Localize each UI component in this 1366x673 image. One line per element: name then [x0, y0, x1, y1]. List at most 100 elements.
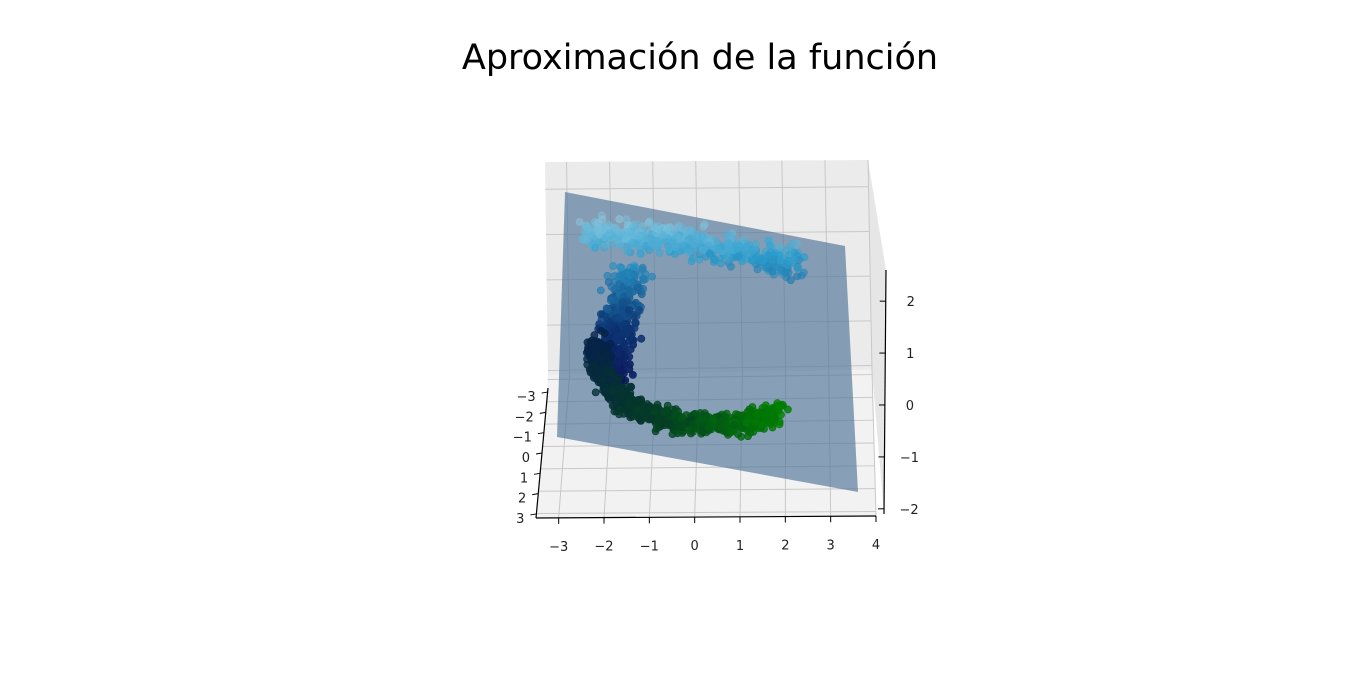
upper-arc-point [615, 215, 624, 223]
upper-arc-point [641, 275, 649, 284]
lower-arc-point [698, 428, 707, 437]
lower-arc-point [634, 395, 643, 404]
lower-arc-point [606, 369, 614, 378]
upper-arc-point [735, 242, 743, 251]
upper-arc-point [630, 271, 639, 280]
upper-arc-point [776, 242, 784, 251]
upper-arc-point [581, 229, 590, 238]
axis-lines [530, 269, 887, 524]
upper-arc-point [616, 314, 625, 322]
lower-arc-point [600, 329, 609, 338]
upper-arc-point [591, 243, 600, 252]
y-tick-mark [530, 513, 537, 516]
upper-arc-point [793, 264, 802, 273]
lower-arc-point [658, 416, 667, 424]
upper-arc-point [575, 218, 584, 226]
y-tick-label: 0 [522, 451, 530, 466]
lower-arc-point [664, 421, 673, 429]
upper-arc-point [740, 255, 749, 264]
upper-arc-point [599, 222, 608, 231]
upper-arc-point [631, 263, 639, 272]
x-tick-label: 1 [736, 539, 744, 554]
upper-arc-point [648, 272, 656, 281]
x-tick-label: −3 [549, 540, 568, 555]
upper-arc-point [622, 215, 631, 224]
upper-arc-point [635, 306, 644, 315]
lower-arc-point [684, 426, 693, 435]
z-axis-line [883, 269, 887, 515]
upper-arc-point [753, 265, 762, 274]
lower-arc-point [697, 415, 706, 424]
upper-arc-point [654, 222, 663, 231]
upper-arc-point [706, 249, 714, 258]
upper-arc-point [690, 240, 698, 249]
upper-arc-point [755, 256, 764, 264]
lower-arc-point [591, 388, 600, 397]
lower-arc-point [593, 343, 602, 352]
upper-arc-point [616, 263, 625, 271]
lower-arc-point [599, 386, 608, 395]
upper-arc-point [684, 248, 692, 256]
upper-arc-point [634, 232, 643, 241]
upper-arc-point [625, 352, 634, 361]
upper-arc-point [651, 241, 660, 250]
upper-arc-point [772, 263, 781, 271]
upper-arc-point [687, 257, 696, 266]
upper-arc-point [618, 298, 627, 306]
upper-arc-point [587, 231, 596, 240]
z-tick-label: 1 [906, 347, 914, 362]
lower-arc-point [709, 415, 718, 424]
upper-arc-point [597, 310, 605, 319]
upper-arc-point [603, 271, 612, 280]
upper-arc-point [596, 286, 605, 295]
upper-arc-point [594, 224, 603, 233]
y-tick-mark [537, 432, 544, 435]
z-tick-label: −1 [900, 451, 919, 466]
lower-arc-point [752, 417, 761, 426]
upper-arc-point [735, 252, 744, 260]
lower-arc-point [598, 354, 606, 363]
lower-arc-point [763, 405, 772, 414]
upper-arc-point [724, 253, 732, 261]
lower-arc-point [584, 347, 592, 356]
upper-arc-point [603, 305, 612, 314]
lower-arc-point [730, 420, 739, 429]
upper-arc-point [627, 226, 635, 235]
upper-arc-point [638, 263, 647, 272]
lower-arc-point [606, 339, 615, 348]
upper-arc-point [699, 222, 708, 231]
y-tick-label: −3 [516, 390, 535, 405]
lower-arc-point [754, 410, 762, 419]
upper-arc-point [671, 243, 680, 252]
upper-arc-point [622, 235, 631, 244]
lower-arc-point [625, 399, 634, 408]
upper-arc-point [781, 268, 790, 277]
y-tick-label: 2 [518, 492, 526, 507]
upper-arc-point [655, 248, 664, 257]
upper-arc-point [786, 276, 795, 285]
lower-arc-point [674, 407, 682, 416]
upper-arc-point [607, 296, 615, 305]
lower-arc-point [742, 418, 751, 427]
upper-arc-point [618, 271, 627, 280]
lower-arc-point [613, 399, 621, 408]
upper-arc-point [592, 220, 601, 229]
upper-arc-point [623, 278, 632, 287]
z-tick-label: 2 [907, 295, 915, 310]
upper-arc-point [776, 256, 785, 265]
lower-arc-point [650, 407, 659, 416]
upper-arc-point [714, 244, 723, 253]
y-tick-label: 3 [516, 512, 524, 527]
chart-title: Aproximación de la función [461, 38, 939, 78]
gridline-z-wall [545, 186, 869, 190]
lower-arc-point [704, 424, 713, 433]
upper-arc-point [619, 328, 627, 337]
upper-arc-point [614, 349, 622, 358]
lower-arc-point [721, 420, 730, 429]
upper-arc-point [699, 232, 707, 241]
lower-arc-point [647, 414, 655, 423]
x-tick-label: 3 [827, 538, 835, 553]
lower-arc-point [585, 365, 594, 374]
upper-arc-point [625, 306, 634, 315]
